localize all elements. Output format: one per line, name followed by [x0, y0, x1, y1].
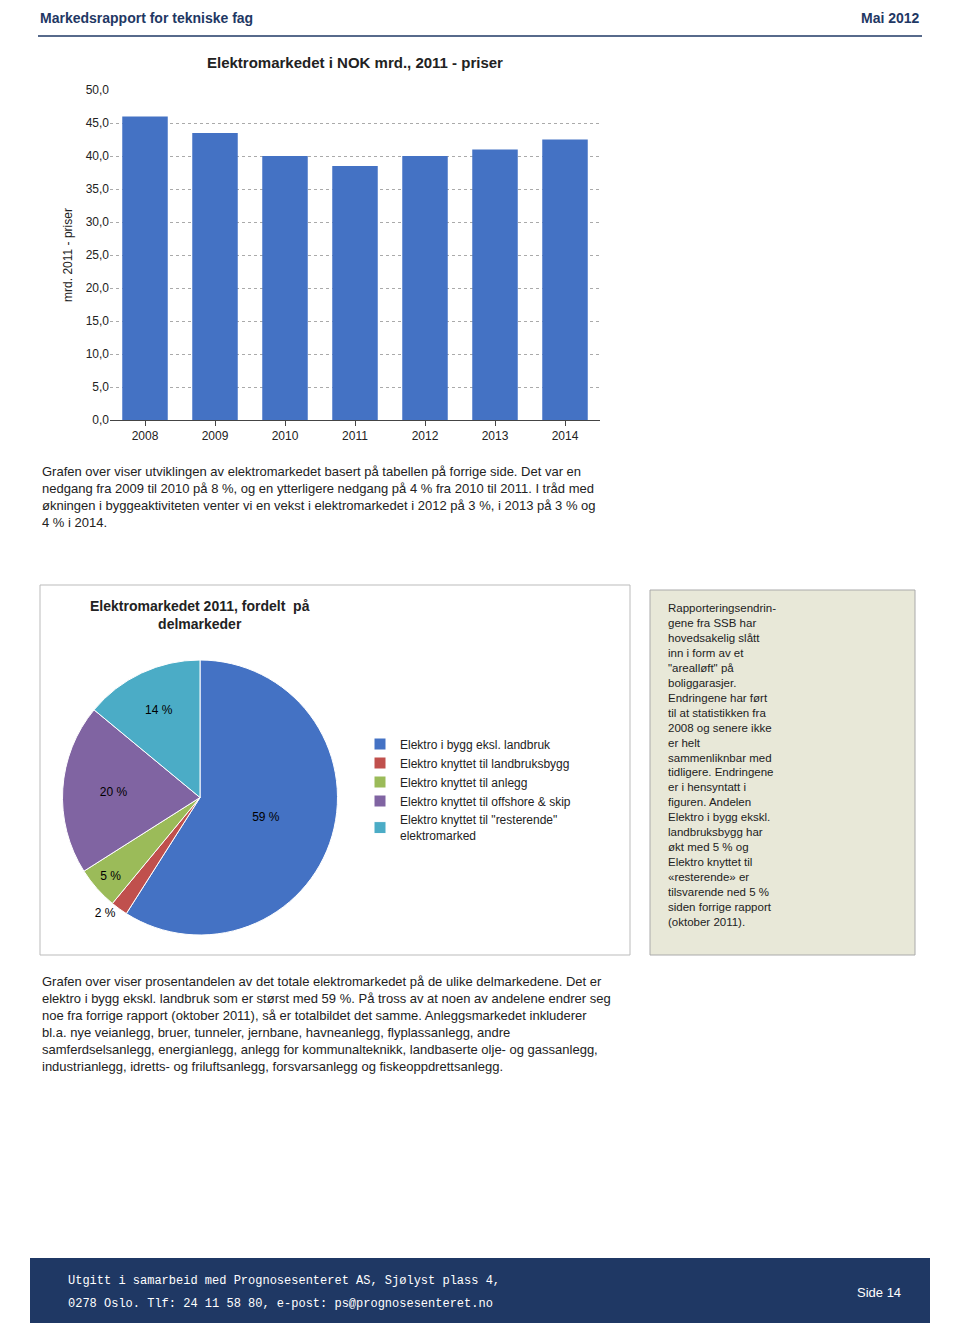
svg-text:50,0: 50,0	[86, 83, 110, 97]
svg-text:Elektro knyttet til landbruksb: Elektro knyttet til landbruksbygg	[400, 757, 569, 771]
svg-text:15,0: 15,0	[86, 314, 110, 328]
svg-text:2011: 2011	[342, 429, 368, 443]
svg-text:Grafen over viser utviklingen: Grafen over viser utviklingen av elektro…	[42, 464, 596, 530]
svg-text:2009: 2009	[202, 429, 229, 443]
svg-text:Elektro knyttet til "resterend: Elektro knyttet til "resterende"elektrom…	[400, 813, 557, 843]
svg-text:Elektromarkedet i NOK mrd., 20: Elektromarkedet i NOK mrd., 2011 - prise…	[207, 54, 503, 71]
svg-text:5 %: 5 %	[100, 869, 121, 883]
svg-text:Utgitt i samarbeid med Prognos: Utgitt i samarbeid med Prognosesenteret …	[68, 1274, 500, 1288]
svg-text:mrd. 2011 - priser: mrd. 2011 - priser	[61, 208, 75, 302]
svg-text:10,0: 10,0	[86, 347, 110, 361]
svg-text:2008: 2008	[132, 429, 159, 443]
svg-text:59 %: 59 %	[252, 810, 280, 824]
svg-text:35,0: 35,0	[86, 182, 110, 196]
svg-text:30,0: 30,0	[86, 215, 110, 229]
svg-text:2010: 2010	[272, 429, 299, 443]
svg-text:2013: 2013	[482, 429, 509, 443]
svg-text:Markedsrapport for tekniske fa: Markedsrapport for tekniske fag	[40, 10, 253, 26]
svg-text:45,0: 45,0	[86, 116, 110, 130]
svg-text:0278 Oslo. Tlf: 24 11 58 80, e: 0278 Oslo. Tlf: 24 11 58 80, e-post: ps@…	[68, 1297, 493, 1311]
svg-text:14 %: 14 %	[145, 703, 173, 717]
svg-text:Rapporteringsendrin-gene fra S: Rapporteringsendrin-gene fra SSB harhove…	[668, 602, 776, 928]
svg-text:Side 14: Side 14	[857, 1285, 901, 1300]
svg-text:Elektro knyttet til anlegg: Elektro knyttet til anlegg	[400, 776, 527, 790]
svg-text:2014: 2014	[552, 429, 579, 443]
svg-text:20,0: 20,0	[86, 281, 110, 295]
svg-text:Elektromarkedet 2011, fordelt: Elektromarkedet 2011, fordelt pådelmarke…	[90, 598, 310, 632]
svg-text:Mai 2012: Mai 2012	[861, 10, 920, 26]
svg-text:20 %: 20 %	[100, 785, 128, 799]
svg-text:Grafen over viser prosentandel: Grafen over viser prosentandelen av det …	[42, 974, 611, 1074]
svg-text:0,0: 0,0	[92, 413, 109, 427]
svg-text:5,0: 5,0	[92, 380, 109, 394]
svg-text:25,0: 25,0	[86, 248, 110, 262]
svg-text:Elektro knyttet til offshore &: Elektro knyttet til offshore & skip	[400, 795, 571, 809]
svg-text:2012: 2012	[412, 429, 439, 443]
svg-text:2 %: 2 %	[95, 906, 116, 920]
svg-text:40,0: 40,0	[86, 149, 110, 163]
svg-text:Elektro i bygg eksl. landbruk: Elektro i bygg eksl. landbruk	[400, 738, 551, 752]
